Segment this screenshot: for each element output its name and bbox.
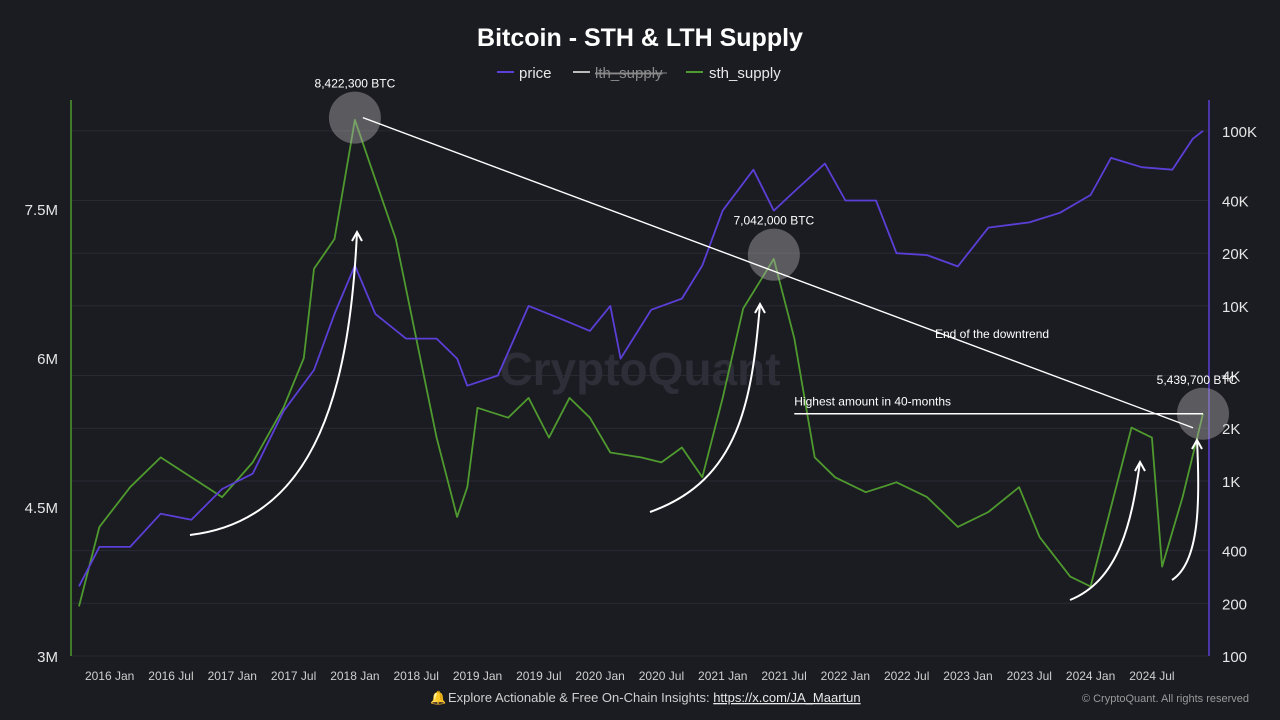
x-tick-label: 2024 Jul xyxy=(1129,669,1174,683)
growth-arrow xyxy=(1171,439,1200,581)
trendline xyxy=(362,116,1194,429)
y-left-tick-label: 4.5M xyxy=(25,500,58,517)
y-right-tick-label: 4K xyxy=(1222,369,1240,386)
y-left-tick-label: 6M xyxy=(37,351,58,368)
footer-link[interactable]: https://x.com/JA_Maartun xyxy=(713,690,860,705)
bell-icon: 🔔 xyxy=(430,690,446,705)
copyright: © CryptoQuant. All rights reserved xyxy=(1082,693,1249,705)
x-tick-label: 2023 Jul xyxy=(1007,669,1052,683)
x-tick-label: 2020 Jul xyxy=(639,669,684,683)
legend-label-price: price xyxy=(519,65,552,82)
peak-label: 7,042,000 BTC xyxy=(733,214,814,228)
legend-item-lth-supply[interactable]: lth_supply xyxy=(573,65,667,82)
x-tick-label: 2020 Jan xyxy=(575,669,624,683)
y-right-tick-label: 1K xyxy=(1222,474,1240,491)
peak-label: 5,439,700 BTC xyxy=(1157,373,1238,387)
x-tick-label: 2017 Jan xyxy=(208,669,257,683)
x-tick-label: 2019 Jan xyxy=(453,669,502,683)
y-axis-left: 3M 4.5M 6M 7.5M xyxy=(25,202,58,666)
series-group xyxy=(78,119,1204,607)
peak-label: 8,422,300 BTC xyxy=(315,77,396,91)
footer-text: Explore Actionable & Free On-Chain Insig… xyxy=(448,690,861,705)
legend-label-sth-supply: sth_supply xyxy=(709,65,781,82)
x-tick-label: 2017 Jul xyxy=(271,669,316,683)
y-right-tick-label: 2K xyxy=(1222,421,1240,438)
x-tick-label: 2022 Jan xyxy=(821,669,870,683)
x-tick-label: 2021 Jul xyxy=(761,669,806,683)
x-tick-label: 2016 Jul xyxy=(148,669,193,683)
x-tick-label: 2018 Jan xyxy=(330,669,379,683)
footer: 🔔 Explore Actionable & Free On-Chain Ins… xyxy=(430,690,1249,705)
series-line-sth-supply xyxy=(78,119,1204,607)
watermark: CryptoQuant xyxy=(499,343,780,395)
y-right-tick-label: 10K xyxy=(1222,299,1249,316)
x-tick-label: 2016 Jan xyxy=(85,669,134,683)
x-tick-label: 2018 Jul xyxy=(394,669,439,683)
y-right-tick-label: 40K xyxy=(1222,193,1249,210)
highest-amount-label: Highest amount in 40-months xyxy=(794,395,951,409)
y-left-tick-label: 3M xyxy=(37,649,58,666)
growth-arrowhead xyxy=(1134,459,1146,472)
y-right-tick-label: 100K xyxy=(1222,124,1257,141)
growth-arrow xyxy=(649,303,761,513)
x-tick-label: 2022 Jul xyxy=(884,669,929,683)
x-axis: 2016 Jan 2016 Jul 2017 Jan 2017 Jul 2018 Jan… xyxy=(85,669,1175,683)
y-right-tick-label: 100 xyxy=(1222,649,1247,666)
peak-marker xyxy=(747,228,800,281)
annotations: 8,422,300 BTC 7,042,000 BTC 5,439,700 BTC E… xyxy=(189,77,1238,601)
legend-item-sth-supply[interactable]: sth_supply xyxy=(686,65,781,82)
chart-title: Bitcoin - STH & LTH Supply xyxy=(477,24,803,52)
growth-arrow xyxy=(1069,461,1141,601)
y-axis-right: 100 200 400 1K 2K 4K 10K 20K 40K 100K xyxy=(1222,124,1257,666)
growth-arrowhead xyxy=(1191,437,1203,450)
y-right-tick-label: 400 xyxy=(1222,544,1247,561)
growth-arrowhead xyxy=(351,229,363,242)
trendline-label: End of the downtrend xyxy=(935,327,1049,341)
y-left-tick-label: 7.5M xyxy=(25,202,58,219)
series-line-price xyxy=(78,130,1204,587)
grid xyxy=(71,130,1209,657)
peak-marker xyxy=(328,91,381,144)
growth-arrowhead xyxy=(754,301,766,314)
x-tick-label: 2024 Jan xyxy=(1066,669,1115,683)
growth-arrow xyxy=(189,231,358,536)
legend-item-price[interactable]: price xyxy=(497,65,552,82)
footer-caption: Explore Actionable & Free On-Chain Insig… xyxy=(448,690,713,705)
x-tick-label: 2019 Jul xyxy=(516,669,561,683)
x-tick-label: 2021 Jan xyxy=(698,669,747,683)
legend: price lth_supply sth_supply xyxy=(497,65,781,82)
y-right-tick-label: 20K xyxy=(1222,246,1249,263)
y-right-tick-label: 200 xyxy=(1222,596,1247,613)
x-tick-label: 2023 Jan xyxy=(943,669,992,683)
